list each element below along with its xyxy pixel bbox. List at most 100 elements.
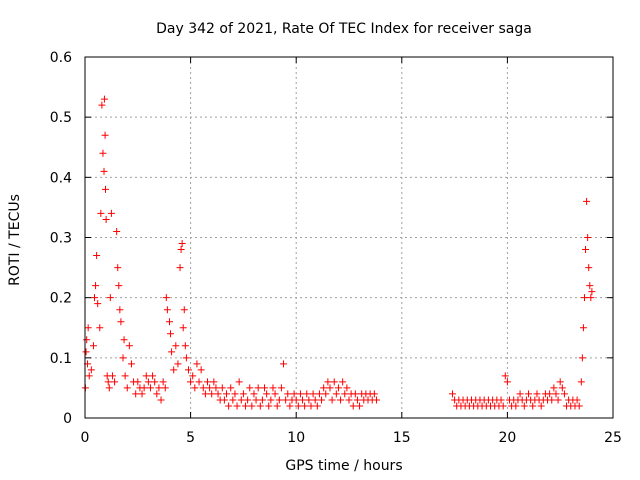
data-point: [546, 390, 554, 398]
x-tick-label: 0: [81, 430, 90, 446]
data-point: [146, 384, 154, 392]
data-point: [189, 372, 197, 380]
data-point: [583, 197, 591, 205]
data-point: [159, 378, 167, 386]
x-tick-label: 20: [498, 430, 516, 446]
data-point: [191, 384, 199, 392]
data-point: [324, 378, 332, 386]
data-point: [501, 372, 509, 380]
data-point: [516, 390, 524, 398]
data-point: [588, 288, 596, 296]
data-point: [127, 360, 135, 368]
data-point: [99, 149, 107, 157]
data-point: [116, 306, 124, 314]
data-point: [353, 396, 361, 404]
data-point: [275, 396, 283, 404]
data-point: [533, 390, 541, 398]
data-point: [178, 240, 186, 248]
data-point: [237, 396, 245, 404]
data-point: [153, 390, 161, 398]
y-tick-label: 0.5: [50, 110, 72, 126]
data-point: [180, 306, 188, 314]
data-point: [552, 390, 560, 398]
data-point: [296, 390, 304, 398]
data-point: [284, 390, 292, 398]
data-point: [258, 396, 266, 404]
data-point: [315, 390, 323, 398]
data-point: [550, 384, 558, 392]
data-point: [248, 402, 256, 410]
data-point: [582, 246, 590, 254]
data-point: [220, 396, 228, 404]
data-point: [157, 396, 165, 404]
data-point: [199, 384, 207, 392]
data-point: [106, 294, 114, 302]
data-point: [254, 384, 262, 392]
x-tick-label: 15: [393, 430, 411, 446]
data-point: [332, 390, 340, 398]
data-point: [280, 360, 288, 368]
data-point: [520, 402, 528, 410]
data-point: [328, 396, 336, 404]
data-point: [231, 390, 239, 398]
data-point: [108, 372, 116, 380]
data-point: [104, 378, 112, 386]
data-point: [201, 390, 209, 398]
data-point: [334, 384, 342, 392]
data-point: [105, 384, 113, 392]
data-point: [537, 402, 545, 410]
data-point: [170, 366, 178, 374]
data-point: [575, 402, 583, 410]
data-point: [91, 294, 99, 302]
data-point: [499, 402, 507, 410]
data-point: [558, 384, 566, 392]
data-point: [585, 264, 593, 272]
data-point: [138, 390, 146, 398]
data-point: [121, 372, 129, 380]
data-point: [256, 402, 264, 410]
x-tick-label: 25: [604, 430, 622, 446]
data-point: [580, 294, 588, 302]
x-axis-ticks: 0 5 10 15 20 25: [81, 57, 622, 446]
y-axis-label: ROTI / TECUs: [7, 194, 23, 286]
data-point: [356, 402, 364, 410]
data-point: [339, 378, 347, 386]
data-point: [341, 390, 349, 398]
x-axis-label: GPS time / hours: [285, 458, 402, 474]
data-point: [577, 378, 585, 386]
data-point: [172, 342, 180, 350]
data-point: [98, 101, 106, 109]
data-point: [187, 378, 195, 386]
data-point: [206, 384, 214, 392]
data-point: [151, 378, 159, 386]
data-point: [294, 402, 302, 410]
data-point: [250, 390, 258, 398]
data-point: [208, 390, 216, 398]
data-point: [167, 330, 175, 338]
data-point: [107, 209, 115, 217]
data-point: [212, 384, 220, 392]
data-point: [184, 366, 192, 374]
data-point: [163, 306, 171, 314]
data-point: [529, 402, 537, 410]
data-point: [195, 378, 203, 386]
data-point: [573, 396, 581, 404]
data-point: [165, 318, 173, 326]
data-point: [101, 131, 109, 139]
data-point: [343, 384, 351, 392]
data-point: [263, 390, 271, 398]
data-point: [309, 390, 317, 398]
data-point: [556, 378, 564, 386]
data-point: [448, 390, 456, 398]
y-tick-label: 0.3: [50, 231, 72, 247]
data-point: [176, 264, 184, 272]
data-point: [242, 402, 250, 410]
data-point: [125, 342, 133, 350]
data-point: [119, 354, 127, 362]
data-point: [115, 282, 123, 290]
data-point: [267, 396, 275, 404]
data-point: [123, 384, 131, 392]
y-axis-ticks: 0 0.1 0.2 0.3 0.4 0.5 0.6: [50, 50, 613, 427]
data-point: [82, 348, 90, 356]
data-point: [85, 372, 93, 380]
